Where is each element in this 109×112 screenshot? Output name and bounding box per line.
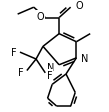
Text: F: F	[18, 68, 24, 78]
Text: F: F	[47, 70, 53, 80]
Text: O: O	[37, 12, 44, 22]
Text: F: F	[11, 47, 17, 57]
Text: N: N	[81, 53, 88, 63]
Text: N: N	[47, 62, 54, 72]
Text: O: O	[75, 1, 83, 11]
